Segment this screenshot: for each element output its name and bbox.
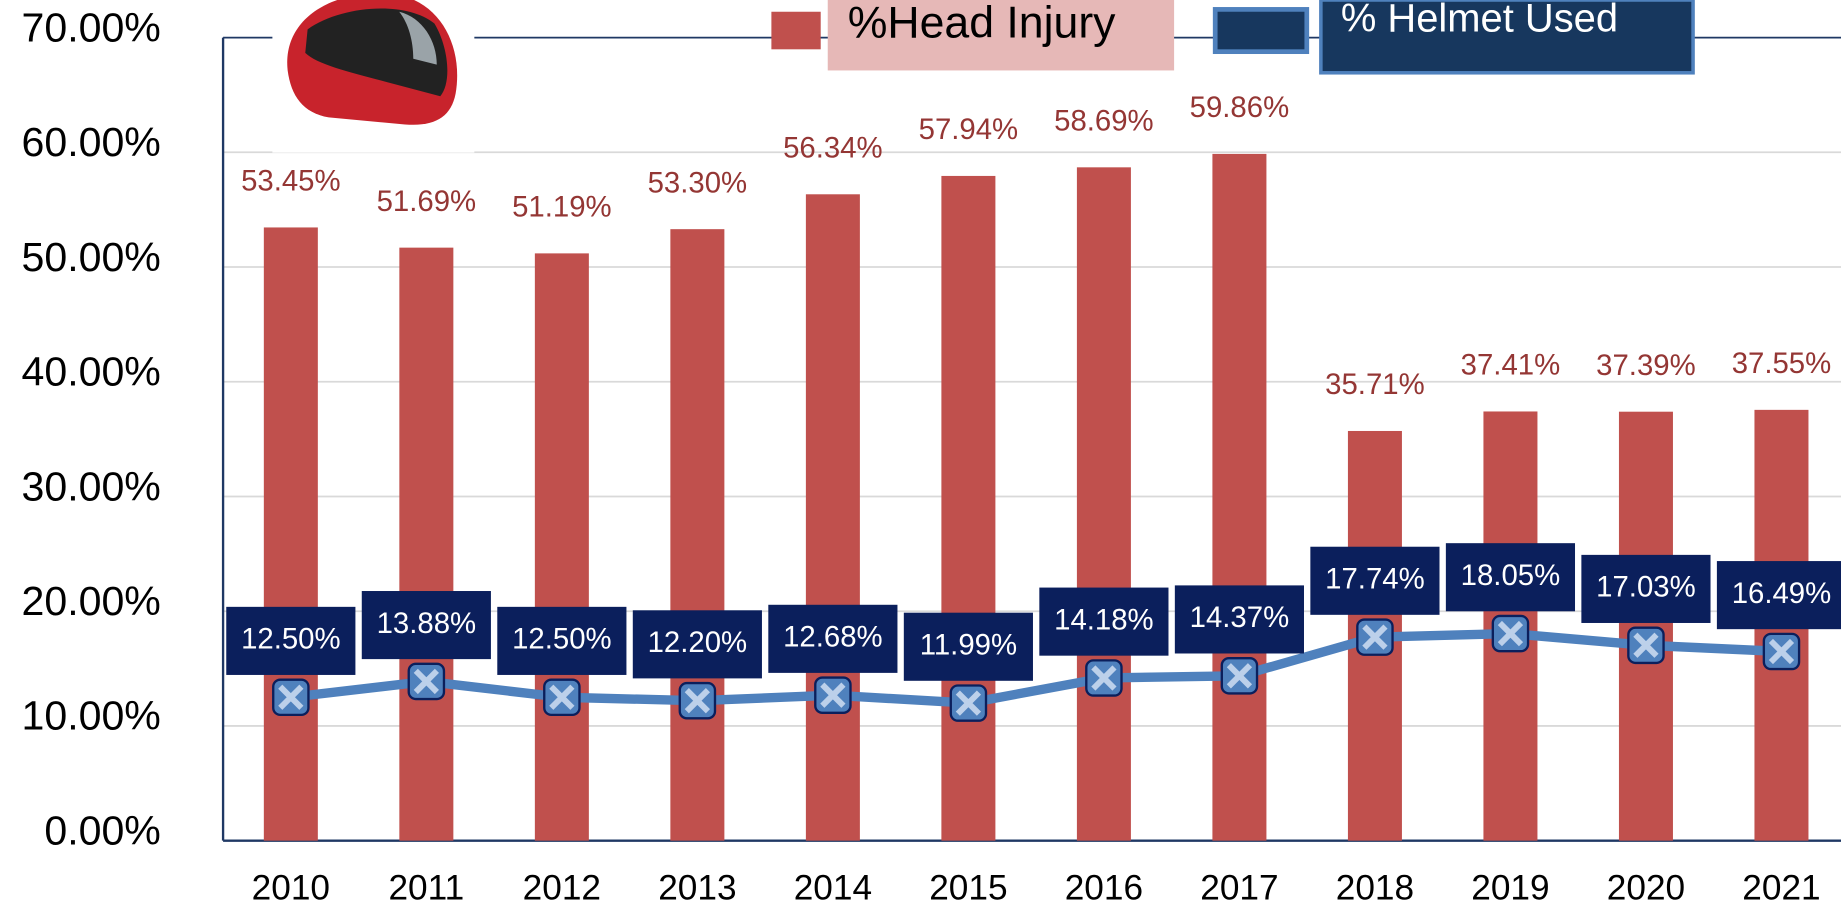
line-value-label: 14.18% bbox=[1054, 603, 1154, 636]
x-tick-label: 2021 bbox=[1742, 868, 1820, 907]
y-tick-label: 60.00% bbox=[22, 119, 161, 165]
line-label-box bbox=[1581, 554, 1711, 623]
bar bbox=[1212, 153, 1267, 841]
line-label-box bbox=[226, 606, 356, 675]
bar bbox=[805, 194, 860, 841]
marker-x bbox=[955, 690, 982, 716]
bar bbox=[1618, 411, 1673, 841]
marker bbox=[949, 684, 988, 722]
bar-value-label: 53.45% bbox=[241, 165, 341, 198]
bar bbox=[1076, 167, 1131, 841]
bar bbox=[941, 175, 996, 841]
bar-value-label: 53.30% bbox=[648, 166, 748, 199]
marker bbox=[1085, 659, 1123, 697]
y-tick-label: 30.00% bbox=[22, 463, 161, 509]
bar-value-label: 51.69% bbox=[377, 185, 477, 218]
line-value-label: 17.03% bbox=[1596, 571, 1696, 604]
y-tick-label: 50.00% bbox=[22, 234, 161, 280]
bar bbox=[534, 253, 589, 841]
line-value-label: 17.74% bbox=[1325, 563, 1425, 596]
x-tick-label: 2014 bbox=[794, 868, 872, 907]
marker bbox=[814, 676, 852, 714]
x-tick-label: 2013 bbox=[658, 868, 736, 907]
x-tick-label: 2015 bbox=[929, 868, 1007, 907]
marker-x bbox=[820, 682, 846, 708]
y-tick-label: 40.00% bbox=[22, 349, 161, 395]
legend-label: % Helmet Used bbox=[1341, 0, 1618, 41]
line-value-label: 11.99% bbox=[920, 628, 1017, 661]
legend-label: %Head Injury bbox=[848, 0, 1116, 48]
marker-x bbox=[1633, 632, 1659, 658]
marker bbox=[1356, 618, 1394, 656]
helmet-shine bbox=[399, 11, 437, 65]
marker bbox=[407, 662, 446, 701]
line-value-label: 12.68% bbox=[783, 621, 883, 654]
marker-x bbox=[1497, 620, 1524, 647]
marker-x bbox=[1226, 663, 1253, 689]
marker-x bbox=[1091, 665, 1117, 691]
marker bbox=[543, 678, 581, 717]
marker bbox=[272, 678, 310, 717]
line-value-label: 14.37% bbox=[1190, 601, 1290, 634]
x-tick-label: 2018 bbox=[1336, 868, 1414, 907]
line-value-label: 16.49% bbox=[1732, 577, 1832, 610]
y-tick-label: 70.00% bbox=[22, 4, 161, 50]
line-label-box bbox=[1310, 546, 1440, 615]
marker-x bbox=[684, 688, 711, 714]
marker-x bbox=[278, 684, 304, 710]
marker bbox=[1627, 626, 1665, 665]
bar-value-label: 56.34% bbox=[783, 131, 883, 164]
bar-value-label: 59.86% bbox=[1190, 91, 1290, 124]
line-value-label: 13.88% bbox=[377, 607, 477, 640]
line-label-box bbox=[1174, 585, 1304, 654]
line-value-label: 12.50% bbox=[241, 623, 341, 656]
bar-value-label: 37.39% bbox=[1596, 349, 1696, 382]
marker bbox=[1491, 614, 1530, 653]
y-tick-label: 10.00% bbox=[22, 693, 161, 739]
legend-swatch bbox=[1212, 7, 1310, 55]
line-label-box bbox=[632, 610, 762, 679]
marker bbox=[678, 681, 717, 720]
legend-box bbox=[827, 0, 1175, 71]
line-value-label: 18.05% bbox=[1461, 559, 1561, 592]
line-label-box bbox=[903, 612, 1033, 681]
bar bbox=[263, 227, 318, 841]
line-label-box bbox=[361, 591, 491, 660]
legend-swatch bbox=[771, 11, 821, 50]
bar-value-label: 58.69% bbox=[1054, 104, 1154, 137]
line bbox=[290, 628, 1782, 708]
line-label-box bbox=[497, 606, 627, 675]
legend-box bbox=[1319, 0, 1695, 75]
bar-value-label: 37.55% bbox=[1732, 347, 1832, 380]
marker-x bbox=[549, 684, 575, 710]
bar-value-label: 37.41% bbox=[1461, 349, 1561, 382]
x-tick-label: 2012 bbox=[523, 868, 601, 907]
marker-x bbox=[1362, 624, 1388, 650]
x-tick-label: 2016 bbox=[1065, 868, 1143, 907]
x-tick-label: 2011 bbox=[388, 868, 464, 907]
marker bbox=[1220, 657, 1259, 695]
line-value-label: 12.20% bbox=[648, 626, 748, 659]
marker bbox=[1762, 632, 1801, 671]
line-label-box bbox=[1716, 561, 1841, 630]
y-tick-label: 0.00% bbox=[44, 807, 160, 853]
x-tick-label: 2017 bbox=[1200, 868, 1278, 907]
marker-x bbox=[1768, 638, 1795, 665]
y-tick-label: 20.00% bbox=[22, 578, 161, 624]
line-value-label: 12.50% bbox=[512, 623, 612, 656]
bar bbox=[399, 247, 454, 841]
x-tick-label: 2019 bbox=[1471, 868, 1549, 907]
line-label-box bbox=[768, 604, 898, 673]
marker-x bbox=[413, 668, 439, 695]
line-label-box bbox=[1445, 543, 1576, 612]
line-label-box bbox=[1039, 587, 1169, 656]
bar bbox=[670, 229, 725, 841]
x-tick-label: 2010 bbox=[252, 868, 330, 907]
bar-value-label: 35.71% bbox=[1325, 368, 1425, 401]
bar-value-label: 51.19% bbox=[512, 191, 612, 224]
x-tick-label: 2020 bbox=[1607, 868, 1685, 907]
bar-value-label: 57.94% bbox=[919, 113, 1019, 146]
